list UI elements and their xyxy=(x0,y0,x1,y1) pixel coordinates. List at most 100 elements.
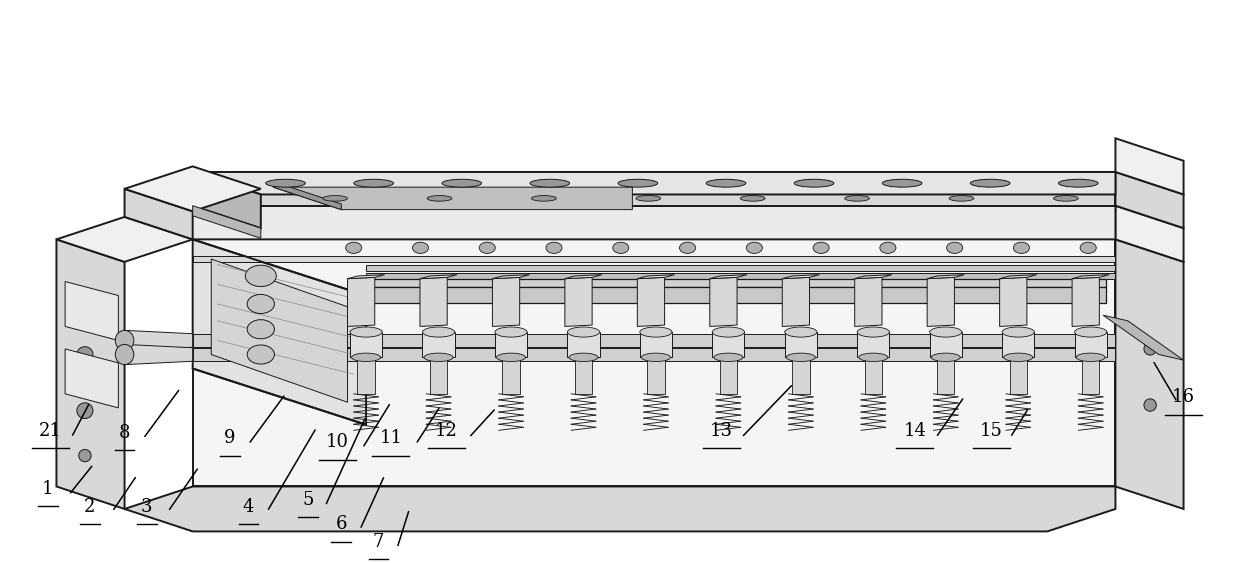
Text: 8: 8 xyxy=(119,423,130,441)
Polygon shape xyxy=(366,265,1116,271)
Polygon shape xyxy=(362,279,1106,287)
Ellipse shape xyxy=(495,327,527,337)
Polygon shape xyxy=(928,275,965,279)
Ellipse shape xyxy=(529,179,569,187)
Ellipse shape xyxy=(618,179,657,187)
Polygon shape xyxy=(1104,315,1183,360)
Polygon shape xyxy=(1116,239,1183,509)
Polygon shape xyxy=(1075,332,1107,358)
Ellipse shape xyxy=(786,353,816,361)
Text: 15: 15 xyxy=(980,422,1003,440)
Ellipse shape xyxy=(1080,242,1096,253)
Ellipse shape xyxy=(785,327,817,337)
Ellipse shape xyxy=(546,242,562,253)
Polygon shape xyxy=(420,275,458,279)
Ellipse shape xyxy=(714,353,743,361)
Ellipse shape xyxy=(569,353,598,361)
Polygon shape xyxy=(124,486,1116,531)
Polygon shape xyxy=(647,358,665,394)
Ellipse shape xyxy=(844,195,869,201)
Polygon shape xyxy=(124,189,192,239)
Polygon shape xyxy=(124,205,1116,239)
Ellipse shape xyxy=(971,179,1011,187)
Polygon shape xyxy=(1116,205,1183,262)
Ellipse shape xyxy=(322,195,347,201)
Polygon shape xyxy=(575,358,593,394)
Text: 10: 10 xyxy=(326,433,350,451)
Ellipse shape xyxy=(1075,327,1107,337)
Ellipse shape xyxy=(1059,179,1099,187)
Ellipse shape xyxy=(813,242,830,253)
Ellipse shape xyxy=(636,195,661,201)
Ellipse shape xyxy=(1002,327,1034,337)
Polygon shape xyxy=(1002,332,1034,358)
Ellipse shape xyxy=(246,265,277,287)
Polygon shape xyxy=(57,239,124,509)
Ellipse shape xyxy=(746,242,763,253)
Polygon shape xyxy=(124,345,192,365)
Text: 21: 21 xyxy=(38,422,62,440)
Polygon shape xyxy=(568,332,600,358)
Ellipse shape xyxy=(78,449,91,462)
Ellipse shape xyxy=(1054,195,1079,201)
Ellipse shape xyxy=(479,242,495,253)
Polygon shape xyxy=(1073,275,1110,279)
Polygon shape xyxy=(854,278,882,327)
Ellipse shape xyxy=(740,195,765,201)
Ellipse shape xyxy=(795,179,833,187)
Polygon shape xyxy=(495,332,527,358)
Ellipse shape xyxy=(247,320,274,339)
Ellipse shape xyxy=(532,195,557,201)
Text: 4: 4 xyxy=(243,498,254,516)
Polygon shape xyxy=(999,275,1037,279)
Text: 7: 7 xyxy=(373,533,384,551)
Ellipse shape xyxy=(859,353,888,361)
Ellipse shape xyxy=(680,242,696,253)
Ellipse shape xyxy=(613,242,629,253)
Polygon shape xyxy=(792,358,810,394)
Polygon shape xyxy=(420,278,448,327)
Ellipse shape xyxy=(352,353,381,361)
Ellipse shape xyxy=(946,242,962,253)
Polygon shape xyxy=(192,239,1116,486)
Text: 14: 14 xyxy=(904,422,926,440)
Ellipse shape xyxy=(568,327,600,337)
Polygon shape xyxy=(1009,358,1027,394)
Text: 9: 9 xyxy=(224,429,236,447)
Polygon shape xyxy=(124,167,260,211)
Text: 3: 3 xyxy=(141,498,153,516)
Polygon shape xyxy=(423,332,455,358)
Polygon shape xyxy=(1083,358,1100,394)
Polygon shape xyxy=(57,217,192,262)
Polygon shape xyxy=(124,330,192,351)
Polygon shape xyxy=(709,275,746,279)
Polygon shape xyxy=(637,278,665,327)
Polygon shape xyxy=(864,358,882,394)
Ellipse shape xyxy=(247,294,274,314)
Ellipse shape xyxy=(115,330,134,351)
Polygon shape xyxy=(565,278,593,327)
Ellipse shape xyxy=(77,291,93,306)
Polygon shape xyxy=(192,256,1116,262)
Ellipse shape xyxy=(427,195,451,201)
Polygon shape xyxy=(999,278,1027,327)
Ellipse shape xyxy=(641,353,671,361)
Ellipse shape xyxy=(880,242,897,253)
Text: 12: 12 xyxy=(435,422,458,440)
Polygon shape xyxy=(366,273,1116,279)
Ellipse shape xyxy=(1076,353,1105,361)
Polygon shape xyxy=(502,358,520,394)
Polygon shape xyxy=(192,334,1116,347)
Ellipse shape xyxy=(350,327,382,337)
Ellipse shape xyxy=(247,345,274,364)
Ellipse shape xyxy=(857,327,889,337)
Text: 16: 16 xyxy=(1172,388,1195,406)
Ellipse shape xyxy=(423,327,455,337)
Ellipse shape xyxy=(706,179,745,187)
Polygon shape xyxy=(192,172,1116,194)
Text: 5: 5 xyxy=(303,491,314,509)
Polygon shape xyxy=(273,187,632,209)
Polygon shape xyxy=(66,282,118,341)
Polygon shape xyxy=(211,259,347,402)
Ellipse shape xyxy=(496,353,526,361)
